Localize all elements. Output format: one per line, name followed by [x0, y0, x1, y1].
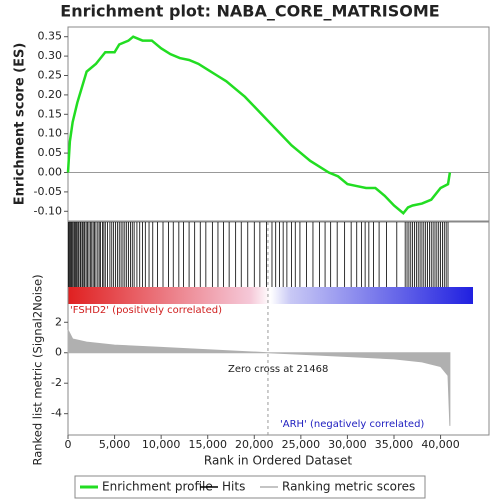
y-tick-label: 0.25: [38, 69, 63, 82]
legend-label: Enrichment profile: [102, 480, 213, 494]
y-tick-label: -2: [51, 376, 62, 389]
x-tick-label: 35,000: [375, 438, 414, 451]
y-tick-label: 0: [55, 346, 62, 359]
es-frame: [67, 26, 490, 222]
y-tick-label: 0.05: [38, 146, 63, 159]
y-tick-label: 0.00: [38, 166, 63, 179]
es-curve: [66, 35, 452, 216]
legend-label: Ranking metric scores: [282, 480, 415, 494]
y-tick-label: 0.15: [38, 107, 63, 120]
x-tick-label: 15,000: [188, 438, 227, 451]
es-axis-label: Enrichment score (ES): [13, 43, 28, 206]
legend-label: Hits: [222, 480, 245, 494]
y-tick-label: -0.10: [34, 204, 62, 217]
x-tick-label: 5,000: [99, 438, 131, 451]
y-tick-label: -0.05: [34, 185, 62, 198]
y-tick-label: 0.20: [38, 88, 63, 101]
y-tick-label: 0.30: [38, 49, 63, 62]
x-tick-label: 25,000: [282, 438, 321, 451]
metric-axis-label: Ranked list metric (Signal2Noise): [31, 274, 45, 465]
x-axis-label: Rank in Ordered Dataset: [204, 454, 352, 468]
pos-label: 'FSHD2' (positively correlated): [70, 305, 222, 316]
zero-cross-label: Zero cross at 21468: [228, 364, 328, 375]
y-tick-label: 2: [55, 315, 62, 328]
legend-box: [74, 475, 426, 499]
y-tick-label: 0.35: [38, 30, 63, 43]
metric-area: [67, 329, 451, 426]
lower-frame: [67, 221, 490, 436]
y-tick-label: -4: [51, 407, 62, 420]
x-tick-label: 30,000: [328, 438, 367, 451]
x-tick-label: 20,000: [235, 438, 274, 451]
x-tick-label: 0: [65, 438, 72, 451]
y-tick-label: 0.10: [38, 127, 63, 140]
x-tick-label: 10,000: [142, 438, 181, 451]
chart-title: Enrichment plot: NABA_CORE_MATRISOME: [60, 2, 439, 21]
x-tick-label: 40,000: [421, 438, 460, 451]
color-bar: [68, 287, 473, 304]
neg-label: 'ARH' (negatively correlated): [280, 419, 424, 430]
